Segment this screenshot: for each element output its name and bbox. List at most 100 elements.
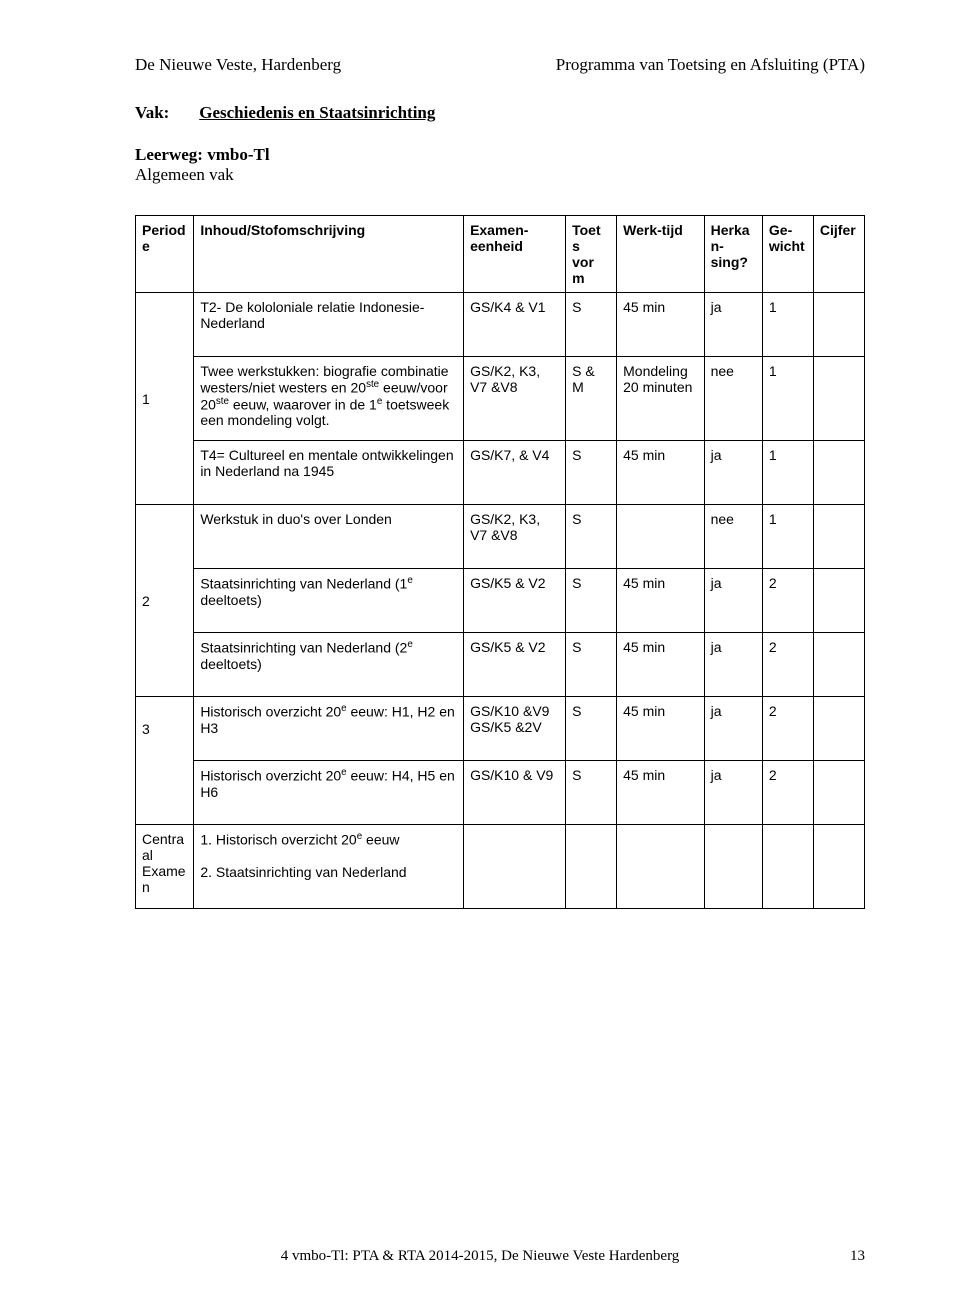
col-cijfer: Cijfer (813, 216, 864, 293)
cell-werktijd (617, 505, 704, 569)
page-footer: 4 vmbo-Tl: PTA & RTA 2014-2015, De Nieuw… (0, 1248, 960, 1265)
cell-cijfer (813, 505, 864, 569)
cell-centraal-items: 1. Historisch overzicht 20e eeuw2. Staat… (194, 825, 464, 909)
cell-empty (813, 825, 864, 909)
col-exameneenheid: Examen-eenheid (464, 216, 566, 293)
cell-gew: 2 (762, 633, 813, 697)
col-periode: Periode (136, 216, 194, 293)
col-herkansing: Herkan-sing? (704, 216, 762, 293)
table-row-centraal: Centraal Examen 1. Historisch overzicht … (136, 825, 865, 909)
table-row: Staatsinrichting van Nederland (2e deelt… (136, 633, 865, 697)
cell-herk: nee (704, 357, 762, 441)
vak-value: Geschiedenis en Staatsinrichting (199, 103, 435, 122)
leerweg-label: Leerweg: (135, 145, 203, 164)
cell-gew: 2 (762, 697, 813, 761)
cell-periode (136, 441, 194, 505)
cell-exeen: GS/K5 & V2 (464, 569, 566, 633)
cell-toets: S (566, 505, 617, 569)
cell-toets: S (566, 633, 617, 697)
cell-exeen: GS/K2, K3, V7 &V8 (464, 357, 566, 441)
cell-centraal-label: Centraal Examen (136, 825, 194, 909)
cell-inhoud: T4= Cultureel en mentale ontwikkelingen … (194, 441, 464, 505)
table-row: Werkstuk in duo's over Londen GS/K2, K3,… (136, 505, 865, 569)
table-header-row: Periode Inhoud/Stofomschrijving Examen-e… (136, 216, 865, 293)
col-inhoud: Inhoud/Stofomschrijving (194, 216, 464, 293)
cell-periode (136, 293, 194, 357)
cell-toets: S (566, 441, 617, 505)
page-header: De Nieuwe Veste, Hardenberg Programma va… (135, 55, 865, 75)
cell-empty (762, 825, 813, 909)
cell-exeen: GS/K5 & V2 (464, 633, 566, 697)
cell-gew: 2 (762, 569, 813, 633)
cell-exeen: GS/K4 & V1 (464, 293, 566, 357)
cell-exeen: GS/K10 &V9 GS/K5 &2V (464, 697, 566, 761)
cell-periode (136, 505, 194, 569)
cell-werktijd: 45 min (617, 441, 704, 505)
cell-herk: ja (704, 293, 762, 357)
vak-line: Vak: Geschiedenis en Staatsinrichting (135, 103, 865, 123)
table-row: 3 Historisch overzicht 20e eeuw: H1, H2 … (136, 697, 865, 761)
header-right: Programma van Toetsing en Afsluiting (PT… (556, 55, 865, 75)
cell-inhoud: Staatsinrichting van Nederland (1e deelt… (194, 569, 464, 633)
table-row: 2 Staatsinrichting van Nederland (1e dee… (136, 569, 865, 633)
cell-exeen: GS/K10 & V9 (464, 761, 566, 825)
cell-toets: S (566, 697, 617, 761)
table-row: T4= Cultureel en mentale ontwikkelingen … (136, 441, 865, 505)
cell-periode: 2 (136, 569, 194, 633)
page-number: 13 (850, 1248, 865, 1265)
cell-inhoud: Staatsinrichting van Nederland (2e deelt… (194, 633, 464, 697)
cell-gew: 1 (762, 441, 813, 505)
col-toetsvorm: Toet s vor m (566, 216, 617, 293)
cell-cijfer (813, 569, 864, 633)
cell-gew: 1 (762, 357, 813, 441)
page: De Nieuwe Veste, Hardenberg Programma va… (0, 0, 960, 1305)
cell-toets: S (566, 293, 617, 357)
cell-werktijd: 45 min (617, 761, 704, 825)
cell-werktijd: 45 min (617, 569, 704, 633)
cell-periode: 3 (136, 697, 194, 761)
vak-label: Vak: (135, 103, 195, 123)
cell-periode: 1 (136, 357, 194, 441)
cell-toets: S (566, 569, 617, 633)
cell-periode (136, 633, 194, 697)
cell-cijfer (813, 293, 864, 357)
cell-inhoud: Werkstuk in duo's over Londen (194, 505, 464, 569)
cell-herk: ja (704, 761, 762, 825)
cell-herk: nee (704, 505, 762, 569)
table-row: T2- De kololoniale relatie Indonesie- Ne… (136, 293, 865, 357)
cell-empty (704, 825, 762, 909)
cell-werktijd: 45 min (617, 293, 704, 357)
col-gewicht: Ge-wicht (762, 216, 813, 293)
cell-herk: ja (704, 441, 762, 505)
cell-gew: 1 (762, 505, 813, 569)
cell-werktijd: 45 min (617, 697, 704, 761)
cell-inhoud: Twee werkstukken: biografie combinatie w… (194, 357, 464, 441)
table-row: 1 Twee werkstukken: biografie combinatie… (136, 357, 865, 441)
leerweg-value: vmbo-Tl (207, 145, 269, 164)
cell-periode (136, 761, 194, 825)
header-left: De Nieuwe Veste, Hardenberg (135, 55, 341, 75)
cell-herk: ja (704, 633, 762, 697)
cell-herk: ja (704, 569, 762, 633)
cell-werktijd: Mondeling 20 minuten (617, 357, 704, 441)
cell-exeen: GS/K2, K3, V7 &V8 (464, 505, 566, 569)
col-werktijd: Werk-tijd (617, 216, 704, 293)
cell-exeen: GS/K7, & V4 (464, 441, 566, 505)
cell-cijfer (813, 761, 864, 825)
cell-inhoud: T2- De kololoniale relatie Indonesie- Ne… (194, 293, 464, 357)
cell-toets: S & M (566, 357, 617, 441)
algemeen-vak: Algemeen vak (135, 165, 865, 185)
cell-inhoud: Historisch overzicht 20e eeuw: H1, H2 en… (194, 697, 464, 761)
cell-herk: ja (704, 697, 762, 761)
cell-cijfer (813, 357, 864, 441)
cell-cijfer (813, 697, 864, 761)
pta-table: Periode Inhoud/Stofomschrijving Examen-e… (135, 215, 865, 909)
cell-toets: S (566, 761, 617, 825)
cell-cijfer (813, 633, 864, 697)
cell-gew: 2 (762, 761, 813, 825)
cell-empty (566, 825, 617, 909)
cell-empty (464, 825, 566, 909)
cell-gew: 1 (762, 293, 813, 357)
leerweg-line: Leerweg: vmbo-Tl (135, 145, 865, 165)
cell-werktijd: 45 min (617, 633, 704, 697)
